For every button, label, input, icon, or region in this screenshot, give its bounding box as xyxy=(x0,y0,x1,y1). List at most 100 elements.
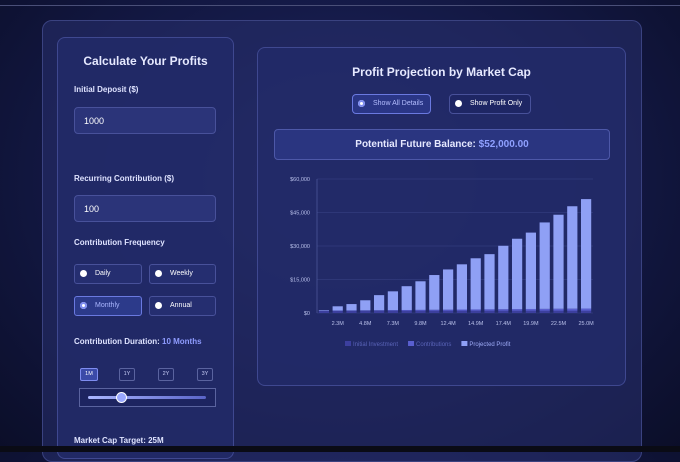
legend-label: Initial Investment xyxy=(353,342,398,348)
slider-thumb[interactable] xyxy=(116,392,127,403)
bar-segment xyxy=(429,310,439,311)
label: Recurring Contribution ($) xyxy=(74,174,174,183)
bar-segment xyxy=(443,311,453,313)
x-tick-label: 12.4M xyxy=(440,321,456,327)
bar-segment xyxy=(540,311,550,313)
bar-segment xyxy=(540,222,550,308)
bar-segment xyxy=(581,311,591,313)
bar-segment xyxy=(374,295,384,310)
x-tick-label: 4.8M xyxy=(359,321,372,327)
x-tick-label: 19.9M xyxy=(523,321,539,327)
radio-option[interactable]: Weekly xyxy=(149,264,216,284)
bar-segment xyxy=(498,246,508,309)
option-text: Daily xyxy=(95,270,111,277)
divider xyxy=(0,5,680,6)
toggle-button[interactable]: Show Profit Only xyxy=(449,94,531,114)
bar-segment xyxy=(402,286,412,310)
bar-segment xyxy=(402,311,412,313)
bar-segment xyxy=(567,206,577,308)
bar-segment xyxy=(429,311,439,313)
bar-segment xyxy=(512,309,522,311)
y-tick-label: $45,000 xyxy=(290,211,310,217)
bar-segment xyxy=(526,311,536,313)
legend-swatch xyxy=(345,341,351,346)
duration-value: 10 Months xyxy=(162,337,202,346)
toggle-button[interactable]: Show All Details xyxy=(352,94,431,114)
label: Contribution Frequency xyxy=(74,238,165,247)
y-tick-label: $30,000 xyxy=(290,244,310,250)
bar-segment xyxy=(553,215,563,309)
label: Initial Deposit ($) xyxy=(74,85,138,94)
bar-segment xyxy=(567,309,577,311)
slider-tick[interactable]: 1M xyxy=(80,368,98,381)
bar-segment xyxy=(374,310,384,311)
projection-title: Profit Projection by Market Cap xyxy=(258,65,625,79)
bar-segment xyxy=(443,269,453,309)
bar-segment xyxy=(333,306,343,310)
bar-segment xyxy=(360,300,370,310)
bar-segment xyxy=(526,309,536,311)
bar-segment xyxy=(526,233,536,309)
calculator-title: Calculate Your Profits xyxy=(58,54,233,68)
bar-segment xyxy=(319,310,329,311)
bar-segment xyxy=(471,311,481,313)
bar-segment xyxy=(484,254,494,309)
slider-track xyxy=(88,396,206,399)
button-text: Show Profit Only xyxy=(470,100,522,107)
legend-label: Contributions xyxy=(416,342,451,348)
bar-segment xyxy=(457,264,467,309)
bar-segment xyxy=(415,311,425,313)
legend-swatch xyxy=(461,341,467,346)
bar-segment xyxy=(319,311,329,313)
slider-track-box xyxy=(79,388,216,407)
bar-segment xyxy=(429,275,439,310)
bar-segment xyxy=(402,310,412,311)
x-tick-label: 2.3M xyxy=(332,321,345,327)
x-tick-label: 17.4M xyxy=(496,321,512,327)
bar-segment xyxy=(457,310,467,311)
slider-tick[interactable]: 3Y xyxy=(197,368,213,381)
bar-segment xyxy=(498,309,508,311)
bar-segment xyxy=(581,309,591,311)
bar-segment xyxy=(346,304,356,310)
radio-option[interactable]: Monthly xyxy=(74,296,142,316)
bar-segment xyxy=(553,309,563,311)
x-tick-label: 9.8M xyxy=(414,321,427,327)
label: Market Cap Target: 25M xyxy=(74,436,164,445)
bar-segment xyxy=(553,311,563,313)
bar-segment xyxy=(415,310,425,311)
text-input[interactable]: 1000 xyxy=(74,107,216,134)
taskbar xyxy=(0,446,680,452)
bar-segment xyxy=(388,311,398,313)
bar-segment xyxy=(388,291,398,310)
option-text: Annual xyxy=(170,302,192,309)
bar-segment xyxy=(457,311,467,313)
radio-option[interactable]: Daily xyxy=(74,264,142,284)
bar-segment xyxy=(512,239,522,309)
balance-label: Potential Future Balance: xyxy=(355,139,476,150)
bar-segment xyxy=(443,310,453,311)
y-tick-label: $60,000 xyxy=(290,177,310,183)
x-tick-label: 7.3M xyxy=(387,321,400,327)
bar-segment xyxy=(540,309,550,311)
bar-segment xyxy=(484,311,494,313)
bar-segment xyxy=(360,311,370,313)
bar-segment xyxy=(567,311,577,313)
label: Contribution Duration: 10 Months xyxy=(74,337,202,346)
legend-label: Projected Profit xyxy=(469,342,510,348)
option-text: Weekly xyxy=(170,270,193,277)
calculator-card: Calculate Your Profits Initial Deposit (… xyxy=(57,37,234,459)
x-tick-label: 22.5M xyxy=(551,321,567,327)
bar-segment xyxy=(484,309,494,310)
legend-swatch xyxy=(408,341,414,346)
x-tick-label: 14.9M xyxy=(468,321,484,327)
bar-segment xyxy=(415,281,425,310)
slider-tick[interactable]: 1Y xyxy=(119,368,135,381)
bar-segment xyxy=(346,311,356,313)
y-tick-label: $0 xyxy=(304,311,310,317)
bar-segment xyxy=(374,311,384,313)
slider-tick[interactable]: 2Y xyxy=(158,368,174,381)
radio-option[interactable]: Annual xyxy=(149,296,216,316)
text-input[interactable]: 100 xyxy=(74,195,216,222)
